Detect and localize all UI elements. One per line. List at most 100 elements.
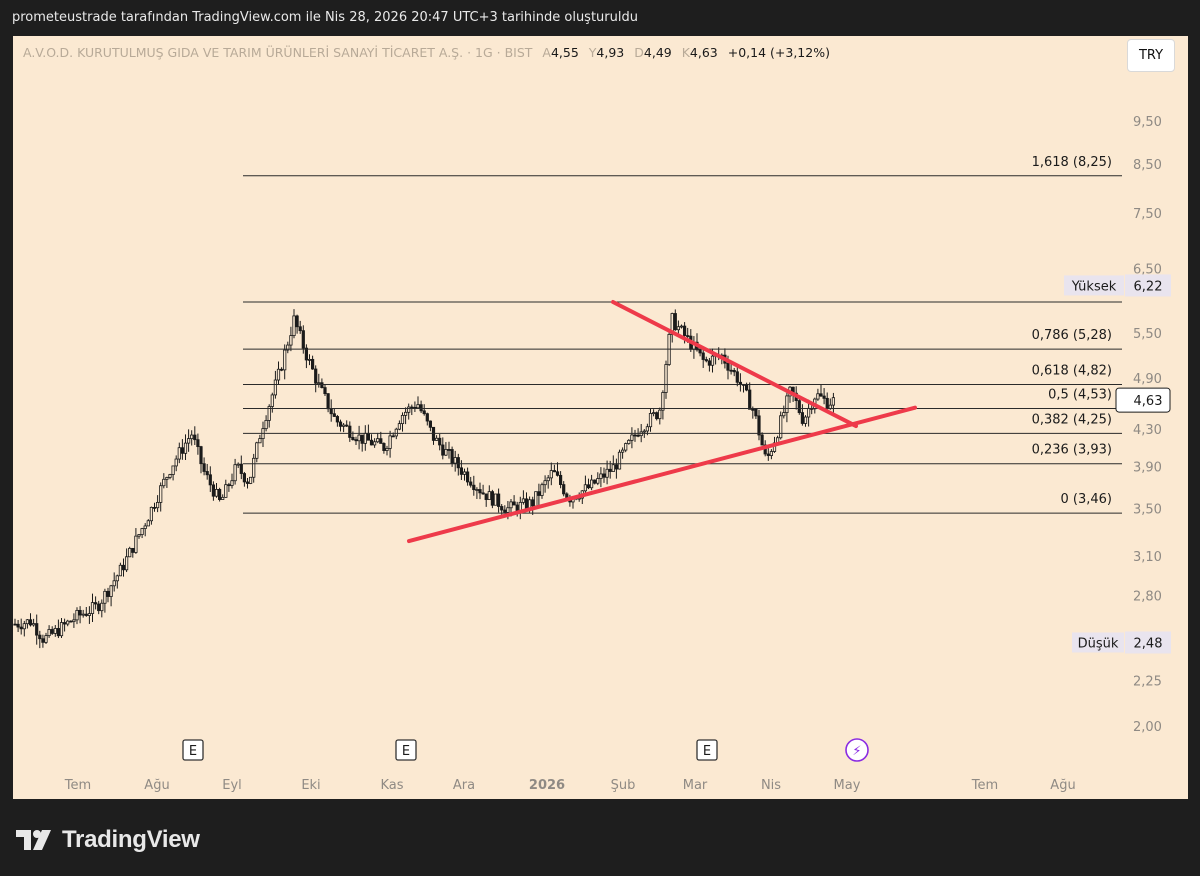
- candle-down: [729, 369, 733, 372]
- fib-level-label: 0,382 (4,25): [1032, 412, 1112, 427]
- candle-up: [807, 407, 811, 418]
- candle-up: [521, 498, 526, 503]
- last-price-value: 4,63: [1134, 394, 1163, 409]
- candle-up: [236, 463, 240, 466]
- candle-down: [552, 470, 557, 473]
- chart-panel[interactable]: A.V.O.D. KURUTULMUŞ GIDA VE TARIM ÜRÜNLE…: [13, 36, 1188, 799]
- candle-up: [621, 449, 625, 453]
- candle-up: [630, 434, 634, 441]
- symbol-title[interactable]: A.V.O.D. KURUTULMUŞ GIDA VE TARIM ÜRÜNLE…: [23, 45, 533, 60]
- candle-up: [53, 628, 57, 634]
- candle-down: [608, 468, 612, 472]
- earnings-marker-label: E: [402, 744, 410, 759]
- candle-up: [162, 478, 166, 487]
- candle-down: [593, 479, 597, 484]
- earnings-marker-label: E: [189, 744, 197, 759]
- candle-up: [143, 525, 147, 529]
- candle-down: [732, 370, 736, 373]
- y-tick-label: 3,50: [1133, 503, 1162, 518]
- candle-up: [103, 590, 107, 604]
- x-tick-label: Tem: [64, 778, 91, 793]
- candle-up: [128, 547, 132, 558]
- candle-down: [559, 474, 563, 485]
- candle-up: [803, 416, 808, 424]
- candle-up: [341, 424, 346, 427]
- candle-down: [586, 484, 591, 489]
- candle-up: [264, 420, 268, 430]
- candle-up: [627, 439, 631, 444]
- candle-down: [379, 438, 383, 444]
- candle-up: [397, 423, 402, 430]
- candle-down: [63, 622, 67, 625]
- trendline-resistance: [611, 300, 858, 429]
- price-mark-value: 2,48: [1134, 636, 1163, 651]
- earnings-marker: [696, 739, 718, 761]
- close-label: K: [681, 45, 690, 60]
- candle-down: [754, 408, 758, 417]
- candle-up: [583, 484, 588, 492]
- candle-down: [348, 425, 352, 438]
- candle-up: [307, 358, 312, 361]
- earnings-marker: [182, 739, 204, 761]
- tradingview-logo[interactable]: TradingView: [16, 826, 200, 854]
- candle-down: [797, 400, 801, 413]
- candle-up: [453, 457, 457, 464]
- candle-down: [655, 412, 659, 420]
- candle-down: [500, 506, 504, 511]
- candle-up: [283, 349, 287, 371]
- price-mark-value-bg: [1125, 274, 1171, 297]
- fib-level-label: 0 (3,46): [1061, 492, 1113, 507]
- candle-up: [444, 449, 448, 456]
- candle-down: [748, 389, 752, 410]
- price-mark-value: 6,22: [1134, 279, 1163, 294]
- y-tick-label: 5,50: [1133, 327, 1162, 342]
- candle-up: [230, 480, 234, 486]
- price-mark-value-bg: [1125, 631, 1171, 654]
- candle-up: [165, 477, 169, 480]
- candle-up: [118, 564, 122, 577]
- candle-down: [484, 493, 488, 500]
- candle-up: [177, 447, 181, 460]
- candle-down: [16, 623, 20, 628]
- y-tick-label: 8,50: [1133, 158, 1162, 173]
- candle-down: [279, 368, 284, 371]
- candle-down: [227, 484, 231, 487]
- y-tick-label: 3,90: [1133, 461, 1162, 476]
- candle-down: [360, 434, 364, 444]
- candle-down: [673, 313, 677, 331]
- candle-down: [602, 473, 606, 478]
- candle-down: [481, 492, 485, 495]
- candle-up: [100, 602, 104, 612]
- candle-up: [168, 474, 172, 478]
- candle-down: [295, 315, 299, 328]
- close-value: 4,63: [689, 45, 718, 60]
- candle-down: [329, 408, 333, 415]
- candle-up: [81, 613, 85, 616]
- candle-down: [760, 434, 764, 446]
- candle-down: [751, 408, 755, 411]
- earnings-marker-label: E: [703, 744, 711, 759]
- candle-up: [72, 619, 76, 623]
- x-tick-label: Ağu: [1050, 778, 1075, 793]
- candle-up: [363, 432, 367, 444]
- tradingview-logo-icon: [16, 830, 51, 850]
- candle-down: [490, 491, 495, 506]
- candle-up: [658, 409, 662, 420]
- candle-down: [242, 473, 246, 483]
- candle-down: [726, 362, 730, 371]
- candle-down: [825, 397, 829, 410]
- candle-down: [369, 439, 374, 446]
- currency-button[interactable]: TRY: [1127, 39, 1175, 72]
- symbol-legend: A.V.O.D. KURUTULMUŞ GIDA VE TARIM ÜRÜNLE…: [23, 45, 830, 60]
- candle-up: [149, 506, 153, 522]
- candle-down: [633, 434, 637, 437]
- candle-up: [509, 501, 513, 509]
- candle-up: [146, 520, 150, 527]
- x-tick-label: Ara: [453, 778, 475, 793]
- candle-down: [459, 467, 464, 475]
- candle-down: [735, 371, 739, 383]
- footer: TradingView: [0, 800, 1200, 876]
- candle-down: [196, 439, 200, 448]
- candle-up: [599, 473, 603, 479]
